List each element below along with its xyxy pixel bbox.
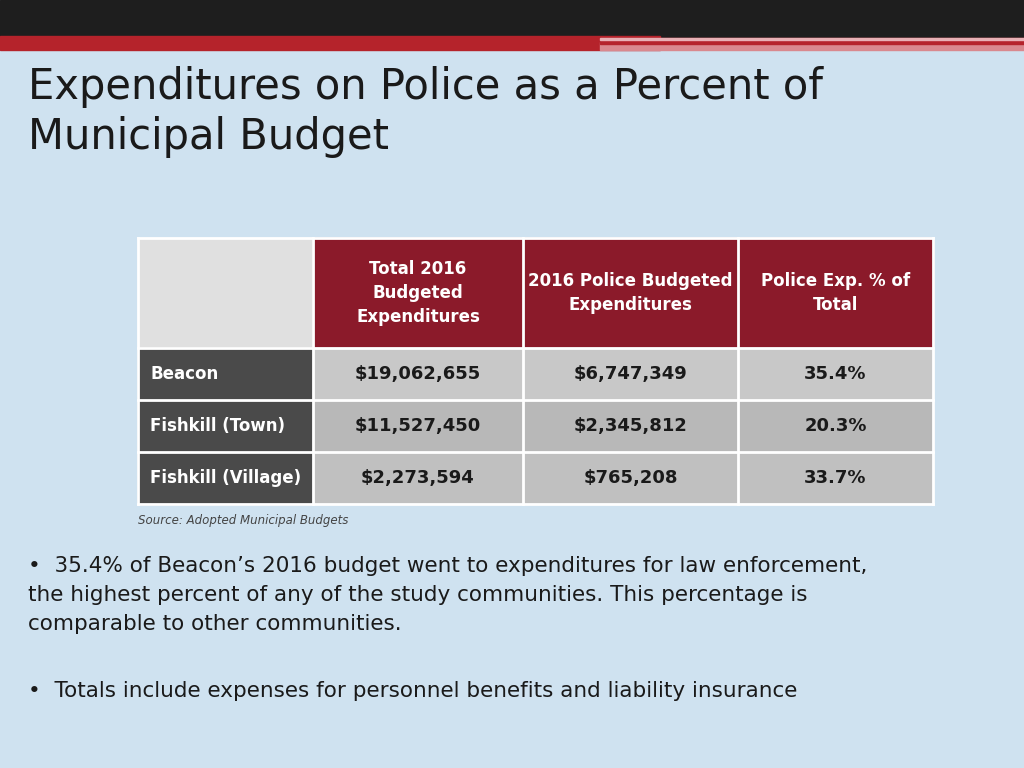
Text: 33.7%: 33.7%: [804, 469, 866, 487]
Text: $765,208: $765,208: [584, 469, 678, 487]
Text: 35.4%: 35.4%: [804, 365, 866, 383]
Bar: [523, 400, 738, 452]
Text: Fishkill (Village): Fishkill (Village): [150, 469, 301, 487]
Bar: [138, 238, 313, 348]
Text: •  35.4% of Beacon’s 2016 budget went to expenditures for law enforcement,
the h: • 35.4% of Beacon’s 2016 budget went to …: [28, 556, 867, 634]
Text: Source: Adopted Municipal Budgets: Source: Adopted Municipal Budgets: [138, 514, 348, 527]
Bar: [738, 452, 933, 504]
Bar: [313, 238, 523, 348]
Bar: [138, 452, 313, 504]
Text: $19,062,655: $19,062,655: [355, 365, 481, 383]
Text: •  Totals include expenses for personnel benefits and liability insurance: • Totals include expenses for personnel …: [28, 681, 798, 701]
Text: Expenditures on Police as a Percent of
Municipal Budget: Expenditures on Police as a Percent of M…: [28, 66, 823, 158]
Bar: [600, 38, 1024, 44]
Text: $6,747,349: $6,747,349: [573, 365, 687, 383]
Bar: [523, 452, 738, 504]
Text: Beacon: Beacon: [150, 365, 218, 383]
Text: 20.3%: 20.3%: [804, 417, 866, 435]
Bar: [738, 348, 933, 400]
Bar: [600, 38, 1024, 40]
Bar: [738, 238, 933, 348]
Bar: [313, 400, 523, 452]
Bar: [0, 0, 1024, 38]
Text: Police Exp. % of
Total: Police Exp. % of Total: [761, 272, 910, 314]
Text: 2016 Police Budgeted
Expenditures: 2016 Police Budgeted Expenditures: [528, 272, 733, 314]
Text: $2,345,812: $2,345,812: [573, 417, 687, 435]
Text: Total 2016
Budgeted
Expenditures: Total 2016 Budgeted Expenditures: [356, 260, 480, 326]
Bar: [0, 36, 660, 50]
Bar: [738, 400, 933, 452]
Bar: [138, 400, 313, 452]
Text: $11,527,450: $11,527,450: [355, 417, 481, 435]
Text: $2,273,594: $2,273,594: [361, 469, 475, 487]
Bar: [313, 348, 523, 400]
Bar: [600, 42, 1024, 50]
Bar: [523, 348, 738, 400]
Bar: [313, 452, 523, 504]
Bar: [138, 348, 313, 400]
Bar: [523, 238, 738, 348]
Text: Fishkill (Town): Fishkill (Town): [150, 417, 285, 435]
